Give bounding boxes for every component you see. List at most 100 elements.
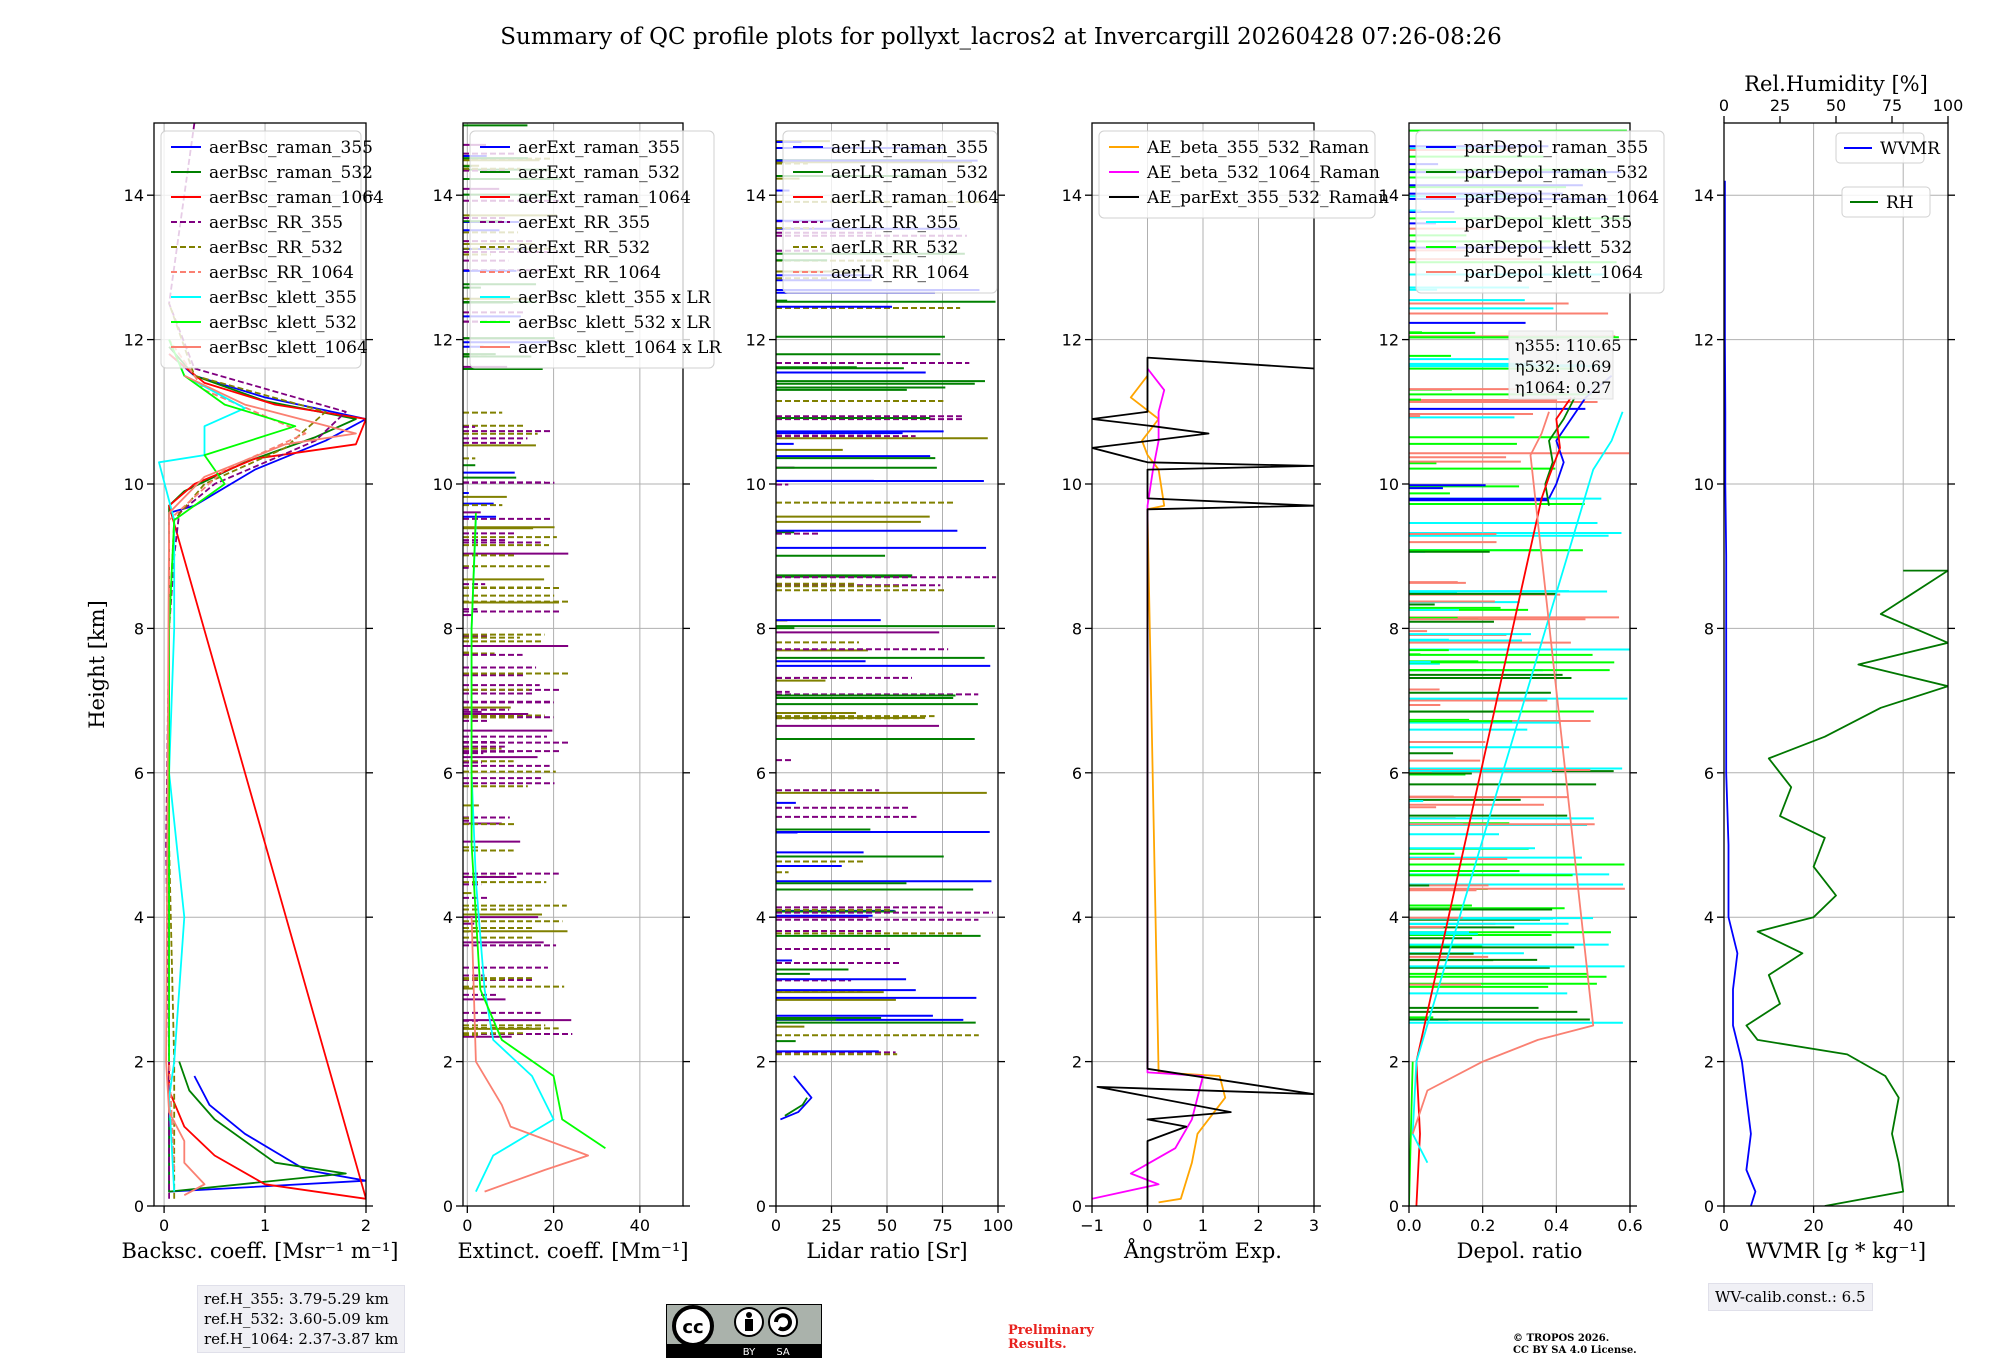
legend-label: aerLR_RR_532 (831, 238, 958, 258)
legend: RH (1841, 186, 1931, 218)
y-tick-label: 0 (756, 1197, 766, 1216)
x-tick-label: 0 (1719, 1216, 1729, 1235)
x-tick-label: 0 (771, 1216, 781, 1235)
legend: aerExt_raman_355 aerExt_raman_532 aerExt_r… (469, 130, 722, 369)
legend-label: aerBsc_RR_1064 (209, 263, 354, 283)
x-tick-label: −1 (1080, 1216, 1104, 1235)
legend-label: aerBsc_klett_532 x LR (518, 313, 712, 333)
y-tick-label: 12 (746, 331, 766, 350)
legend-label: aerLR_raman_532 (831, 163, 988, 183)
y-tick-label: 14 (1062, 186, 1082, 205)
series-line-aerBsc_klett_532 x LR (470, 512, 606, 1149)
panel-frame (1408, 122, 1631, 1207)
legend-label: aerExt_raman_355 (518, 138, 680, 158)
license-by-label: BY (743, 1347, 756, 1358)
x-tick-label: 40 (1893, 1216, 1913, 1235)
legend-label: AE_parExt_355_532_Raman (1146, 188, 1389, 208)
y-tick-label: 2 (1072, 1053, 1082, 1072)
legend-frame (1841, 186, 1931, 218)
ref-height-532: ref.H_532: 3.60-5.09 km (204, 1310, 389, 1328)
y-tick-label: 14 (746, 186, 766, 205)
series-line-aerBsc_klett_355 x LR (470, 520, 555, 1192)
x-tick-label: 1 (1198, 1216, 1208, 1235)
y-tick-label: 10 (746, 475, 766, 494)
preliminary-results-note: Preliminary Results. (1008, 1323, 1094, 1352)
y-tick-label: 8 (443, 619, 453, 638)
x-tick-label: 3 (1309, 1216, 1319, 1235)
legend-frame (1415, 130, 1665, 294)
legend-frame (1098, 130, 1376, 219)
series-line-aerBsc_klett_1064 x LR (470, 917, 589, 1193)
y-tick-label: 4 (134, 908, 144, 927)
legend-label: aerExt_raman_532 (518, 163, 680, 183)
panel-wv: 0 2 4 6 8 10 12 14 0 20 40 WVMR [g * kg⁻¹] 0 25 50 75 10… (1694, 72, 1964, 1263)
x-tick-label: 25 (821, 1216, 841, 1235)
top-x-tick-label: 25 (1770, 96, 1790, 115)
legend-label: parDepol_raman_355 (1464, 138, 1648, 158)
legend-frame (160, 130, 362, 369)
series-line-WVMR (1724, 180, 1757, 1206)
y-tick-label: 0 (134, 1197, 144, 1216)
legend-frame (782, 130, 998, 294)
series-line-parDepol_klett_355 (1411, 411, 1624, 1164)
y-tick-label: 2 (1389, 1053, 1399, 1072)
legend-label: aerBsc_raman_355 (209, 138, 373, 158)
legend-label: parDepol_klett_1064 (1464, 263, 1643, 283)
wv-calib-text: WV-calib.const.: 6.5 (1715, 1288, 1866, 1306)
panel-lidar_ratio: 0 2 4 6 8 10 12 14 0 25 50 75 100 Lidar ratio [Sr] aer… (746, 122, 1013, 1263)
x-axis-label: Lidar ratio [Sr] (806, 1239, 967, 1263)
legend-label: parDepol_raman_1064 (1464, 188, 1659, 208)
ref-height-355: ref.H_355: 3.79-5.29 km (204, 1290, 389, 1308)
series-line-AE_beta_532_1064_Raman (1092, 367, 1204, 1200)
legend-frame (1835, 132, 1925, 164)
legend-label: aerExt_RR_532 (518, 238, 650, 258)
y-tick-label: 8 (134, 619, 144, 638)
top-x-tick-label: 0 (1719, 96, 1729, 115)
legend-label: parDepol_klett_355 (1464, 213, 1632, 233)
ref-height-1064: ref.H_1064: 2.37-3.87 km (204, 1330, 399, 1348)
panel-frame (462, 122, 684, 1207)
panel-depol: 0 2 4 6 8 10 12 14 0.0 0.2 0.4 0.6 Depol. ratio parDe… (1379, 122, 1665, 1263)
series-line-aerBsc_raman_1064 (168, 353, 366, 1200)
y-tick-label: 10 (1379, 475, 1399, 494)
series-line-parDepol_klett_1064 (1411, 411, 1595, 1135)
legend-label: aerBsc_RR_532 (209, 238, 343, 258)
y-tick-label: 10 (433, 475, 453, 494)
plot-area (1092, 356, 1314, 1206)
x-tick-label: 0 (462, 1216, 472, 1235)
series-line-aerBsc_RR_532 (168, 303, 327, 1199)
x-tick-label: 20 (543, 1216, 563, 1235)
x-axis-label: Ångström Exp. (1123, 1238, 1282, 1263)
y-tick-label: 4 (1389, 908, 1399, 927)
y-tick-label: 10 (124, 475, 144, 494)
y-tick-label: 2 (134, 1053, 144, 1072)
copyright-note: © TROPOS 2026. CC BY SA 4.0 License. (1513, 1333, 1637, 1356)
top-x-axis-label: Rel.Humidity [%] (1744, 72, 1928, 96)
x-tick-label: 0.0 (1396, 1216, 1421, 1235)
y-tick-label: 4 (1072, 908, 1082, 927)
legend-label: aerBsc_klett_355 x LR (518, 288, 712, 308)
legend: parDepol_raman_355 parDepol_raman_532 parD… (1415, 130, 1665, 294)
legend-label: aerBsc_klett_1064 x LR (518, 338, 722, 358)
legend: AE_beta_355_532_Raman AE_beta_532_1064_Ra… (1098, 130, 1389, 219)
legend-label: RH (1886, 193, 1914, 213)
x-tick-label: 0 (1142, 1216, 1152, 1235)
x-tick-label: 2 (1253, 1216, 1263, 1235)
x-tick-label: 75 (932, 1216, 952, 1235)
x-tick-label: 20 (1803, 1216, 1823, 1235)
legend: WVMR (1835, 132, 1941, 164)
series-line-AE_parExt_355_532_Raman (1092, 356, 1314, 1206)
y-tick-label: 0 (1704, 1197, 1714, 1216)
legend-label: aerLR_RR_355 (831, 213, 958, 233)
y-tick-label: 12 (124, 331, 144, 350)
annotation-box (1508, 330, 1614, 400)
x-tick-label: 40 (630, 1216, 650, 1235)
y-tick-label: 14 (124, 186, 144, 205)
y-tick-label: 6 (756, 764, 766, 783)
y-tick-label: 14 (1379, 186, 1399, 205)
y-tick-label: 10 (1694, 475, 1714, 494)
y-tick-label: 0 (1389, 1197, 1399, 1216)
